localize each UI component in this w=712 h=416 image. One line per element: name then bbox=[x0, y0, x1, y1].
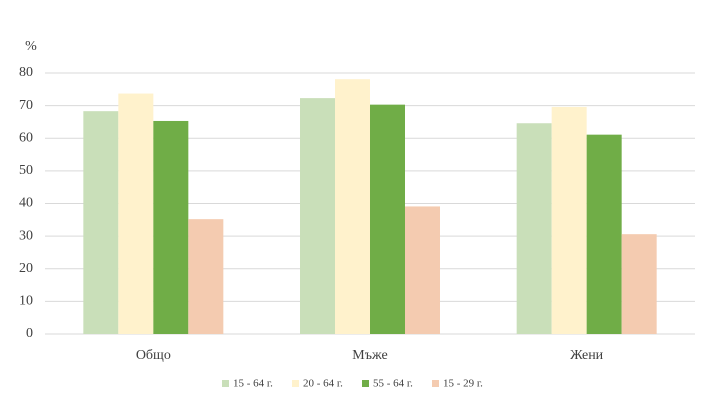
bar bbox=[188, 219, 224, 334]
y-tick-label: 80 bbox=[19, 65, 33, 80]
x-tick-label: Общо bbox=[136, 348, 171, 363]
bar bbox=[621, 234, 657, 334]
legend-swatch bbox=[222, 380, 229, 387]
bar bbox=[83, 111, 119, 334]
y-tick-label: 40 bbox=[19, 196, 33, 211]
y-tick-label: 70 bbox=[19, 98, 33, 113]
y-tick-label: 60 bbox=[19, 130, 33, 145]
legend-label: 15 - 29 г. bbox=[443, 378, 483, 390]
legend-swatch bbox=[432, 380, 439, 387]
bar bbox=[153, 120, 189, 335]
bar bbox=[370, 104, 405, 335]
y-tick-label: 10 bbox=[19, 294, 33, 309]
legend-label: 20 - 64 г. bbox=[303, 378, 343, 390]
bar bbox=[551, 106, 587, 335]
bar bbox=[586, 134, 622, 334]
legend-swatch bbox=[292, 380, 299, 387]
legend-swatch bbox=[362, 380, 369, 387]
x-tick-label: Жени bbox=[570, 348, 604, 363]
y-tick-label: 0 bbox=[26, 326, 33, 341]
bar bbox=[118, 93, 154, 335]
bar bbox=[300, 98, 335, 334]
y-tick-label: 30 bbox=[19, 228, 33, 243]
legend-label: 15 - 64 г. bbox=[233, 378, 273, 390]
legend-label: 55 - 64 г. bbox=[373, 378, 413, 390]
bar bbox=[405, 206, 440, 334]
bar bbox=[335, 79, 370, 334]
y-tick-label: 20 bbox=[19, 261, 33, 276]
y-tick-label: 50 bbox=[19, 163, 33, 178]
bar bbox=[516, 123, 552, 335]
x-tick-label: Мъже bbox=[352, 348, 387, 363]
y-axis-label: % bbox=[25, 39, 37, 54]
